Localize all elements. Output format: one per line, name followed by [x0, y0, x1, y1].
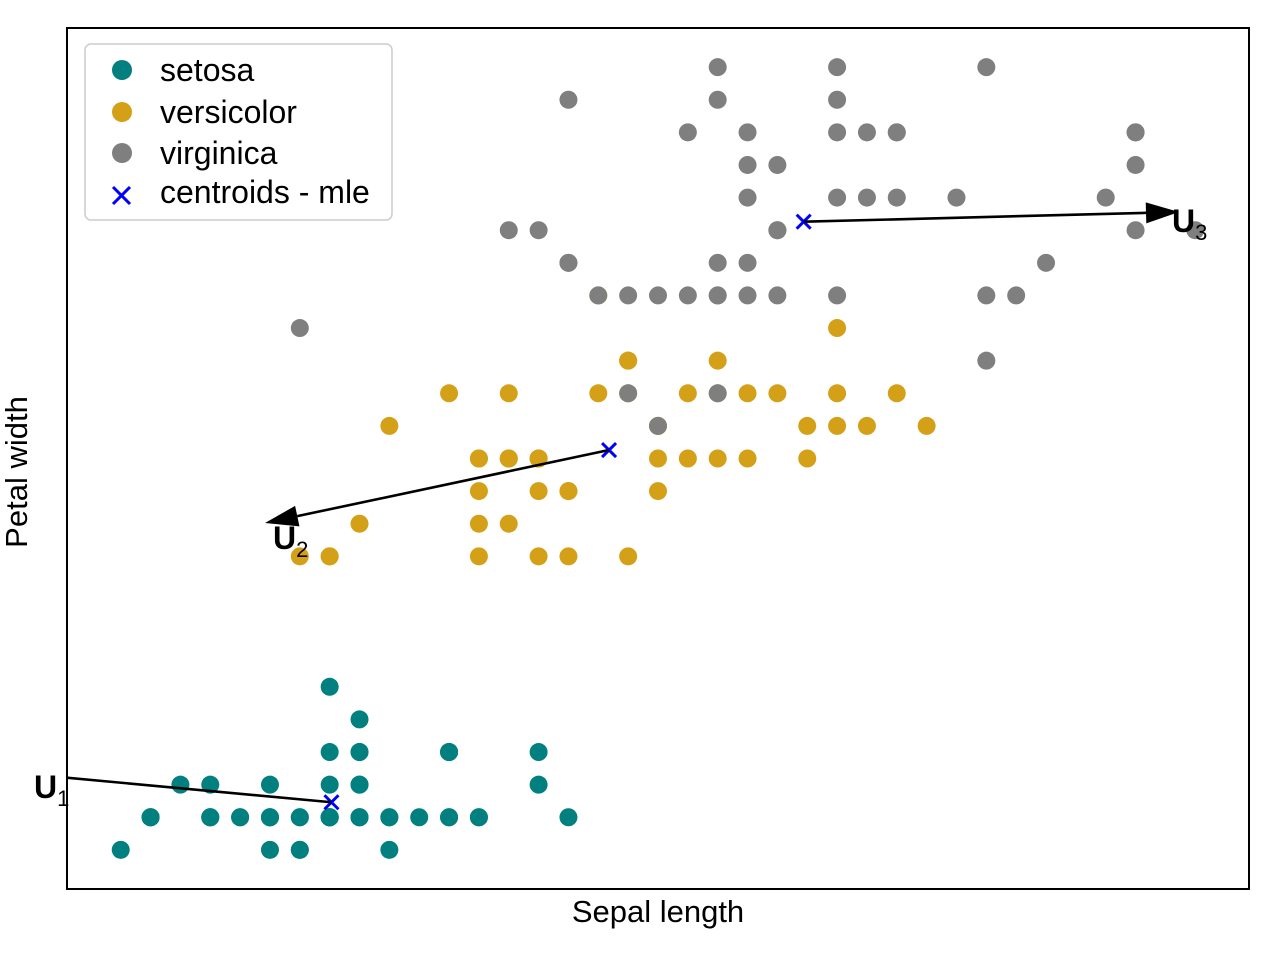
svg-text:U1: U1 [34, 769, 69, 811]
svg-text:U2: U2 [273, 520, 308, 562]
svg-text:U3: U3 [1172, 203, 1207, 245]
svg-text:Petal width: Petal width [0, 396, 34, 548]
svg-text:centroids - mle: centroids - mle [160, 174, 370, 210]
svg-text:setosa: setosa [160, 52, 254, 88]
svg-text:versicolor: versicolor [160, 94, 297, 130]
svg-text:Sepal length: Sepal length [572, 894, 744, 929]
svg-text:virginica: virginica [160, 135, 278, 171]
